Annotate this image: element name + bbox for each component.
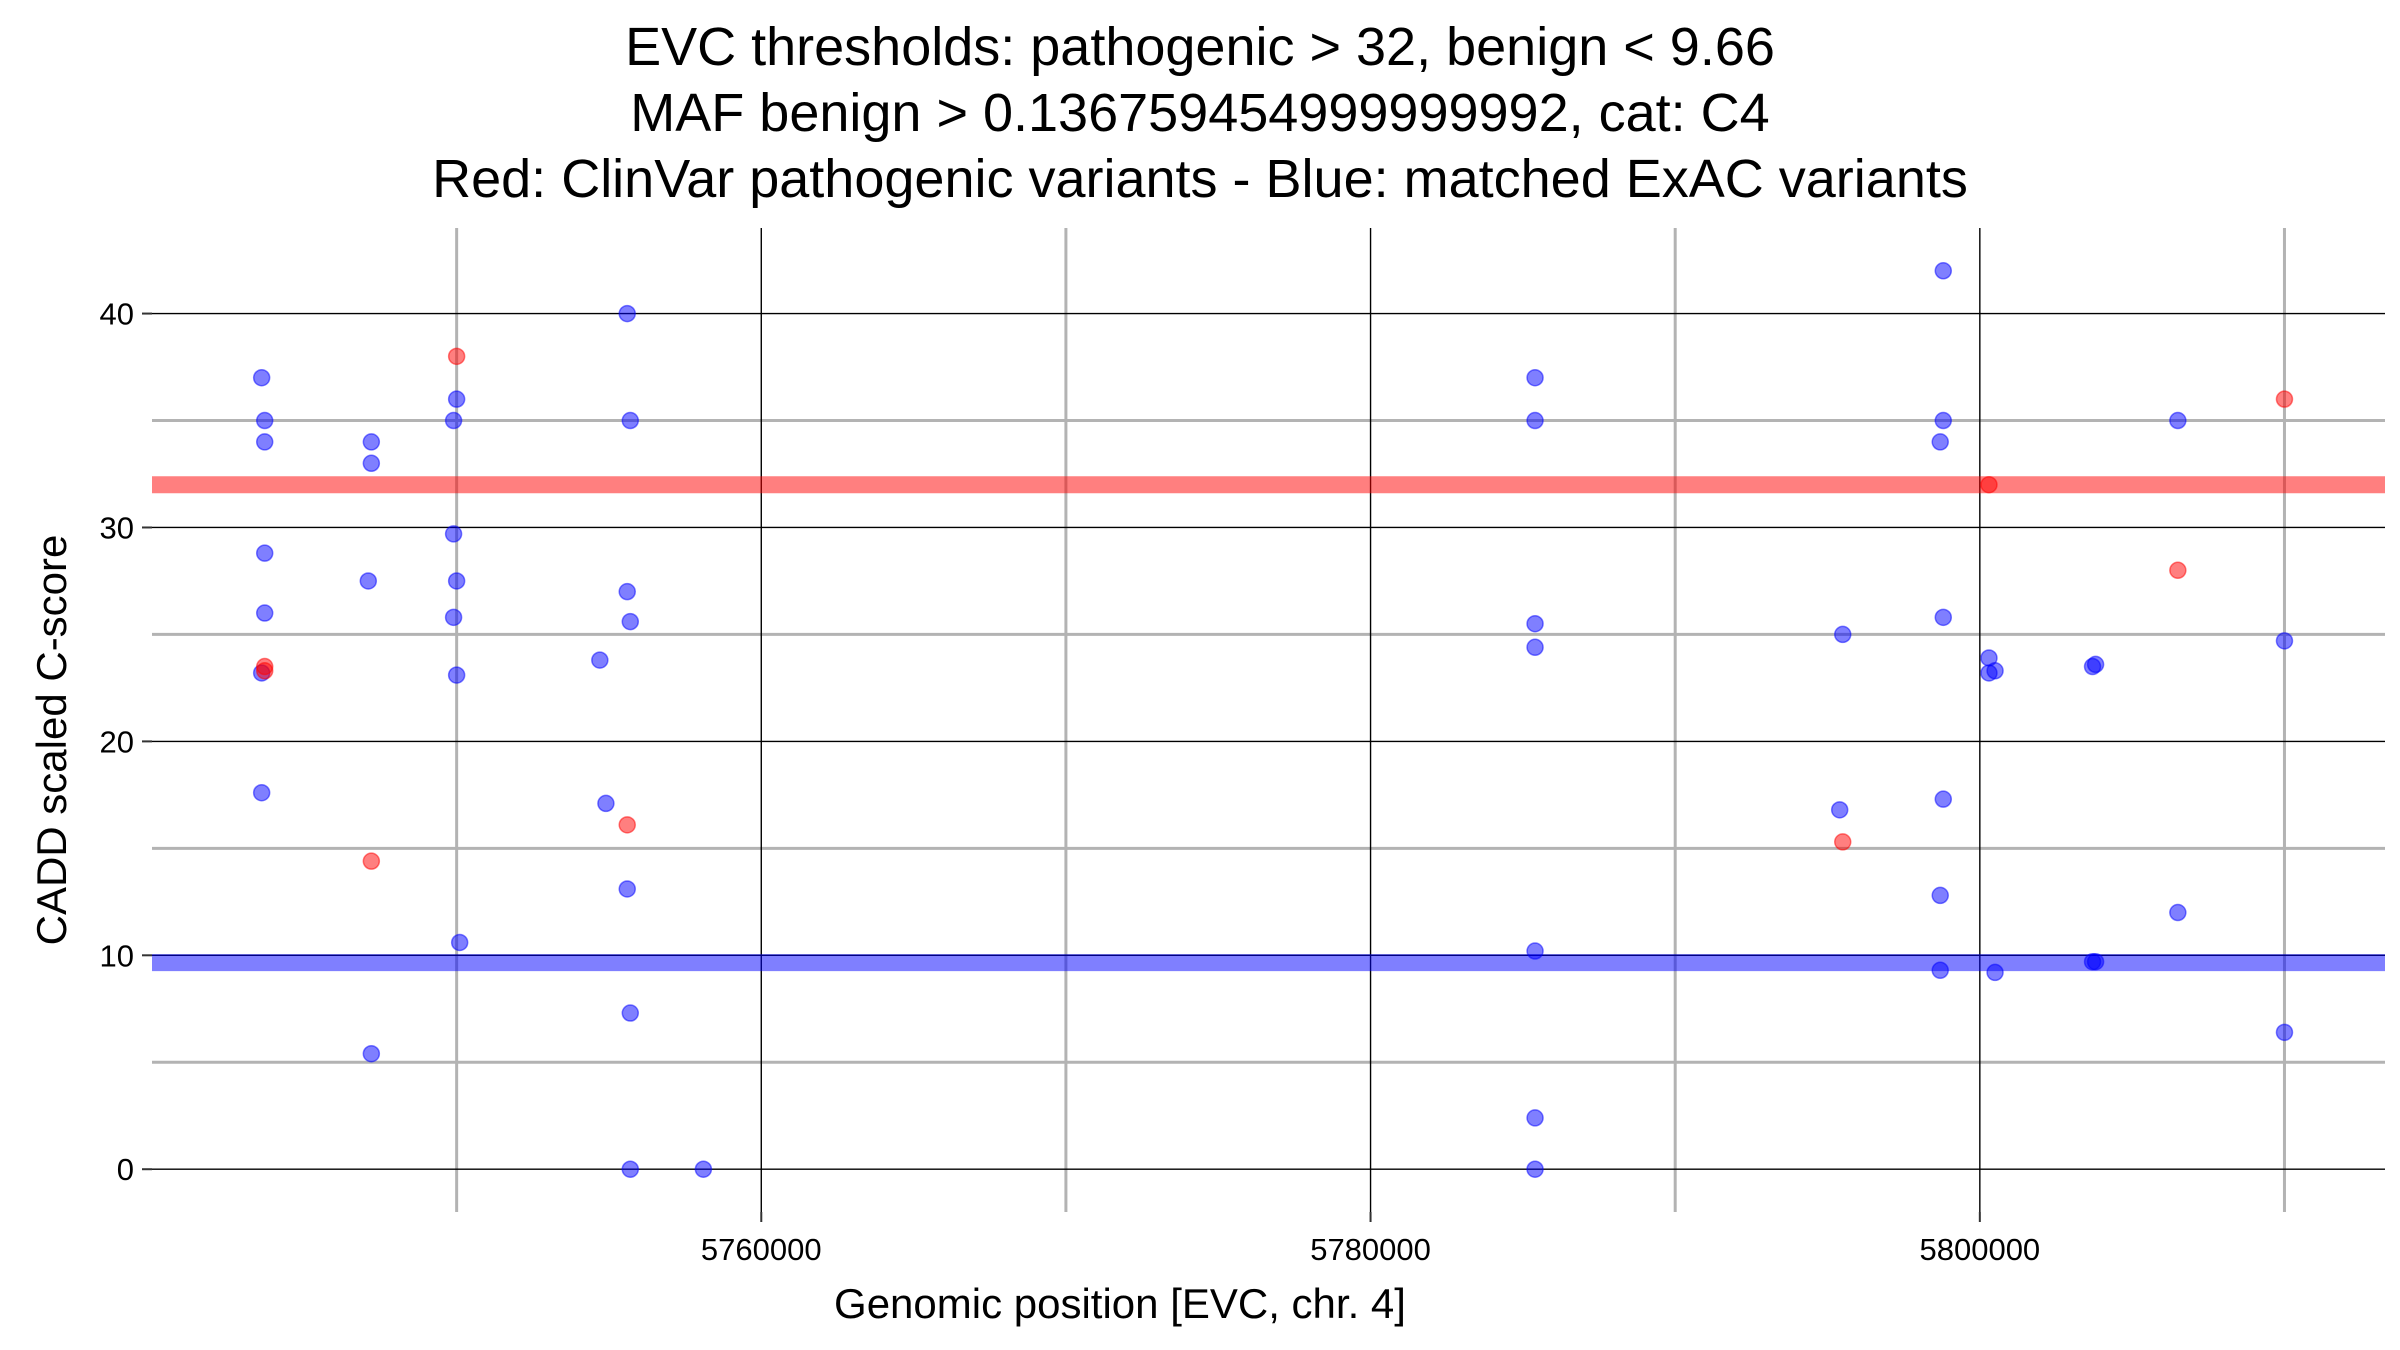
exac-point [2170, 413, 2186, 429]
y-axis-title: CADD scaled C-score [28, 535, 75, 946]
exac-point [254, 370, 270, 386]
y-tick-label: 40 [100, 297, 134, 332]
major-gridlines [152, 228, 2385, 1212]
exac-point [1527, 1161, 1543, 1177]
y-tick-label: 20 [100, 724, 134, 759]
exac-point [363, 455, 379, 471]
exac-point [619, 584, 635, 600]
exac-point [2276, 633, 2292, 649]
x-axis-title: Genomic position [EVC, chr. 4] [834, 1280, 1406, 1327]
exac-point [1935, 263, 1951, 279]
exac-point [2170, 905, 2186, 921]
exac-point [363, 434, 379, 450]
clinvar-point [1981, 477, 1997, 493]
exac-point [622, 413, 638, 429]
exac-point [446, 609, 462, 625]
y-axis-ticks: 0 10 20 30 40 [100, 297, 152, 1188]
exac-point [1932, 962, 1948, 978]
clinvar-point [1835, 834, 1851, 850]
exac-point [257, 434, 273, 450]
exac-point [695, 1161, 711, 1177]
exac-point [1527, 639, 1543, 655]
exac-point [1832, 802, 1848, 818]
exac-point [446, 413, 462, 429]
exac-point [1932, 887, 1948, 903]
x-tick-label: 5760000 [701, 1232, 822, 1267]
x-axis-ticks: 5760000 5780000 5800000 [701, 1212, 2040, 1267]
exac-point [622, 614, 638, 630]
clinvar-point [619, 817, 635, 833]
x-tick-label: 5800000 [1919, 1232, 2040, 1267]
clinvar-point [2170, 562, 2186, 578]
exac-point [1987, 964, 2003, 980]
exac-point [1527, 370, 1543, 386]
clinvar-point [2276, 391, 2292, 407]
y-tick-label: 10 [100, 938, 134, 973]
exac-point [1935, 609, 1951, 625]
minor-gridlines [152, 228, 2385, 1212]
exac-point [622, 1161, 638, 1177]
y-tick-label: 30 [100, 510, 134, 545]
x-tick-label: 5780000 [1310, 1232, 1431, 1267]
clinvar-point [363, 853, 379, 869]
y-tick-label: 0 [117, 1152, 134, 1187]
exac-point [254, 785, 270, 801]
figure: EVC thresholds: pathogenic > 32, benign … [0, 0, 2400, 1350]
exac-point [449, 573, 465, 589]
exac-point [2088, 954, 2104, 970]
exac-point [622, 1005, 638, 1021]
exac-point [449, 391, 465, 407]
exac-point [2276, 1024, 2292, 1040]
threshold-lines [152, 485, 2385, 963]
exac-point [360, 573, 376, 589]
exac-point [1527, 1110, 1543, 1126]
clinvar-point [449, 348, 465, 364]
exac-point [1932, 434, 1948, 450]
exac-point [257, 413, 273, 429]
exac-point [446, 526, 462, 542]
exac-point [449, 667, 465, 683]
exac-point [598, 795, 614, 811]
exac-point [363, 1046, 379, 1062]
exac-point [1527, 943, 1543, 959]
exac-point [1527, 413, 1543, 429]
exac-point [257, 545, 273, 561]
data-points [254, 263, 2293, 1177]
exac-point [1835, 626, 1851, 642]
exac-point [1527, 616, 1543, 632]
exac-point [592, 652, 608, 668]
exac-point [1935, 791, 1951, 807]
exac-point [2088, 656, 2104, 672]
clinvar-point [257, 663, 273, 679]
exac-point [1987, 663, 2003, 679]
scatter-plot: 0 10 20 30 40 5760000 5780000 5800000 Genomic … [0, 0, 2400, 1350]
exac-point [619, 881, 635, 897]
exac-point [1935, 413, 1951, 429]
exac-point [257, 605, 273, 621]
exac-point [452, 934, 468, 950]
exac-point [619, 306, 635, 322]
